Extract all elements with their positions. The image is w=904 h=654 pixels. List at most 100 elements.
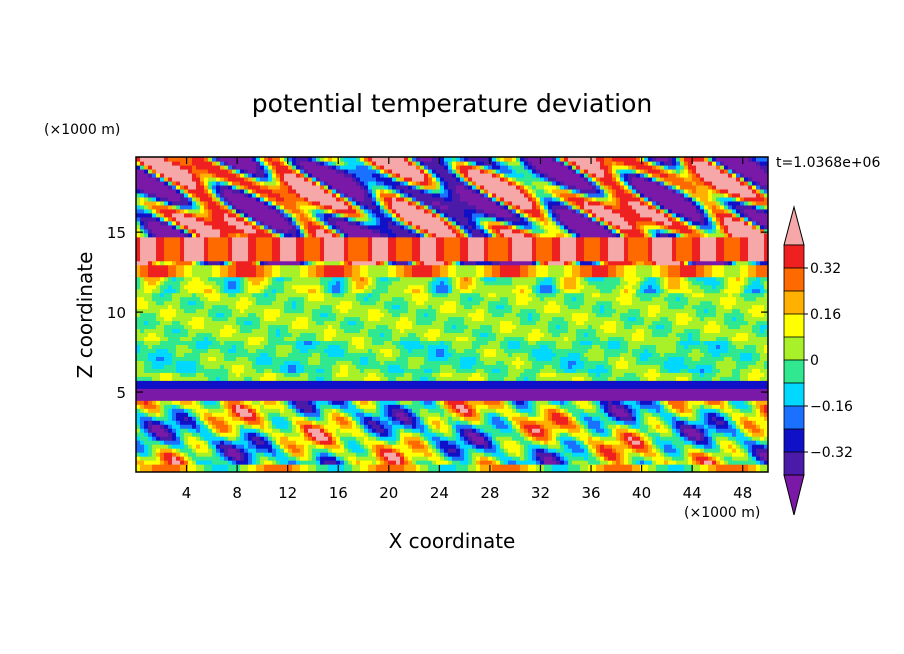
contour-cell (184, 436, 189, 441)
contour-cell (456, 360, 461, 365)
contour-cell (172, 368, 177, 373)
contour-cell (184, 364, 189, 369)
contour-cell (736, 424, 741, 429)
contour-cell (712, 376, 717, 381)
contour-cell (660, 432, 665, 437)
contour-cell (560, 432, 565, 437)
contour-cell (368, 404, 373, 409)
contour-cell (568, 352, 573, 357)
contour-cell (720, 416, 725, 421)
contour-cell (164, 392, 169, 397)
contour-cell (328, 352, 333, 357)
contour-cell (392, 416, 397, 421)
contour-cell (576, 444, 581, 449)
contour-cell (192, 376, 197, 381)
contour-cell (208, 372, 213, 377)
contour-cell (384, 412, 389, 417)
contour-cell (376, 380, 381, 385)
contour-cell (420, 448, 425, 453)
contour-cell (568, 396, 573, 401)
contour-cell (452, 364, 457, 369)
contour-cell (752, 388, 757, 393)
contour-cell (276, 412, 281, 417)
contour-cell (612, 356, 617, 361)
contour-cell (636, 360, 641, 365)
contour-cell (648, 388, 653, 393)
contour-cell (484, 464, 489, 469)
contour-cell (628, 456, 633, 461)
contour-cell (480, 392, 485, 397)
contour-cell (472, 416, 477, 421)
contour-cell (180, 400, 185, 405)
contour-cell (720, 420, 725, 425)
contour-cell (448, 380, 453, 385)
contour-cell (640, 376, 645, 381)
contour-cell (180, 352, 185, 357)
contour-cell (600, 456, 605, 461)
contour-cell (648, 400, 653, 405)
contour-cell (144, 360, 149, 365)
contour-cell (728, 464, 733, 469)
contour-cell (444, 464, 449, 469)
contour-cell (396, 380, 401, 385)
contour-cell (344, 404, 349, 409)
contour-cell (436, 452, 441, 457)
contour-cell (764, 444, 768, 449)
contour-cell (260, 440, 265, 445)
contour-cell (312, 400, 317, 405)
contour-cell (288, 440, 293, 445)
contour-cell (652, 432, 657, 437)
contour-cell (424, 380, 429, 385)
contour-cell (592, 452, 597, 457)
contour-cell (588, 396, 593, 401)
contour-cell (596, 376, 601, 381)
contour-cell (368, 440, 373, 445)
contour-cell (488, 432, 493, 437)
contour-cell (708, 452, 713, 457)
contour-cell (284, 380, 289, 385)
contour-cell (464, 380, 469, 385)
contour-cell (408, 400, 413, 405)
contour-cell (568, 444, 573, 449)
contour-cell (360, 344, 365, 349)
contour-cell (260, 456, 265, 461)
contour-cell (640, 448, 645, 453)
contour-cell (320, 424, 325, 429)
contour-cell (284, 456, 289, 461)
contour-cell (492, 368, 497, 373)
contour-cell (648, 360, 653, 365)
contour-cell (628, 376, 633, 381)
contour-cell (456, 412, 461, 417)
contour-cell (368, 356, 373, 361)
contour-cell (516, 376, 521, 381)
contour-cell (136, 448, 141, 453)
contour-cell (256, 380, 261, 385)
contour-cell (424, 452, 429, 457)
contour-cell (380, 376, 385, 381)
contour-cell (168, 444, 173, 449)
contour-cell (400, 352, 405, 357)
contour-cell (168, 360, 173, 365)
contour-cell (192, 424, 197, 429)
contour-cell (684, 360, 689, 365)
contour-cell (140, 376, 145, 381)
contour-cell (280, 428, 285, 433)
contour-cell (680, 440, 685, 445)
contour-cell (468, 460, 473, 465)
contour-cell (564, 464, 569, 469)
contour-cell (440, 376, 445, 381)
contour-cell (560, 456, 565, 461)
contour-cell (752, 448, 757, 453)
contour-cell (604, 356, 609, 361)
contour-cell (668, 376, 673, 381)
contour-cell (352, 388, 357, 393)
contour-cell (664, 372, 669, 377)
contour-cell (252, 468, 257, 472)
contour-cell (592, 352, 597, 357)
contour-cell (228, 412, 233, 417)
contour-cell (688, 436, 693, 441)
contour-cell (408, 460, 413, 465)
contour-cell (728, 468, 733, 472)
contour-cell (364, 456, 369, 461)
contour-cell (744, 464, 749, 469)
